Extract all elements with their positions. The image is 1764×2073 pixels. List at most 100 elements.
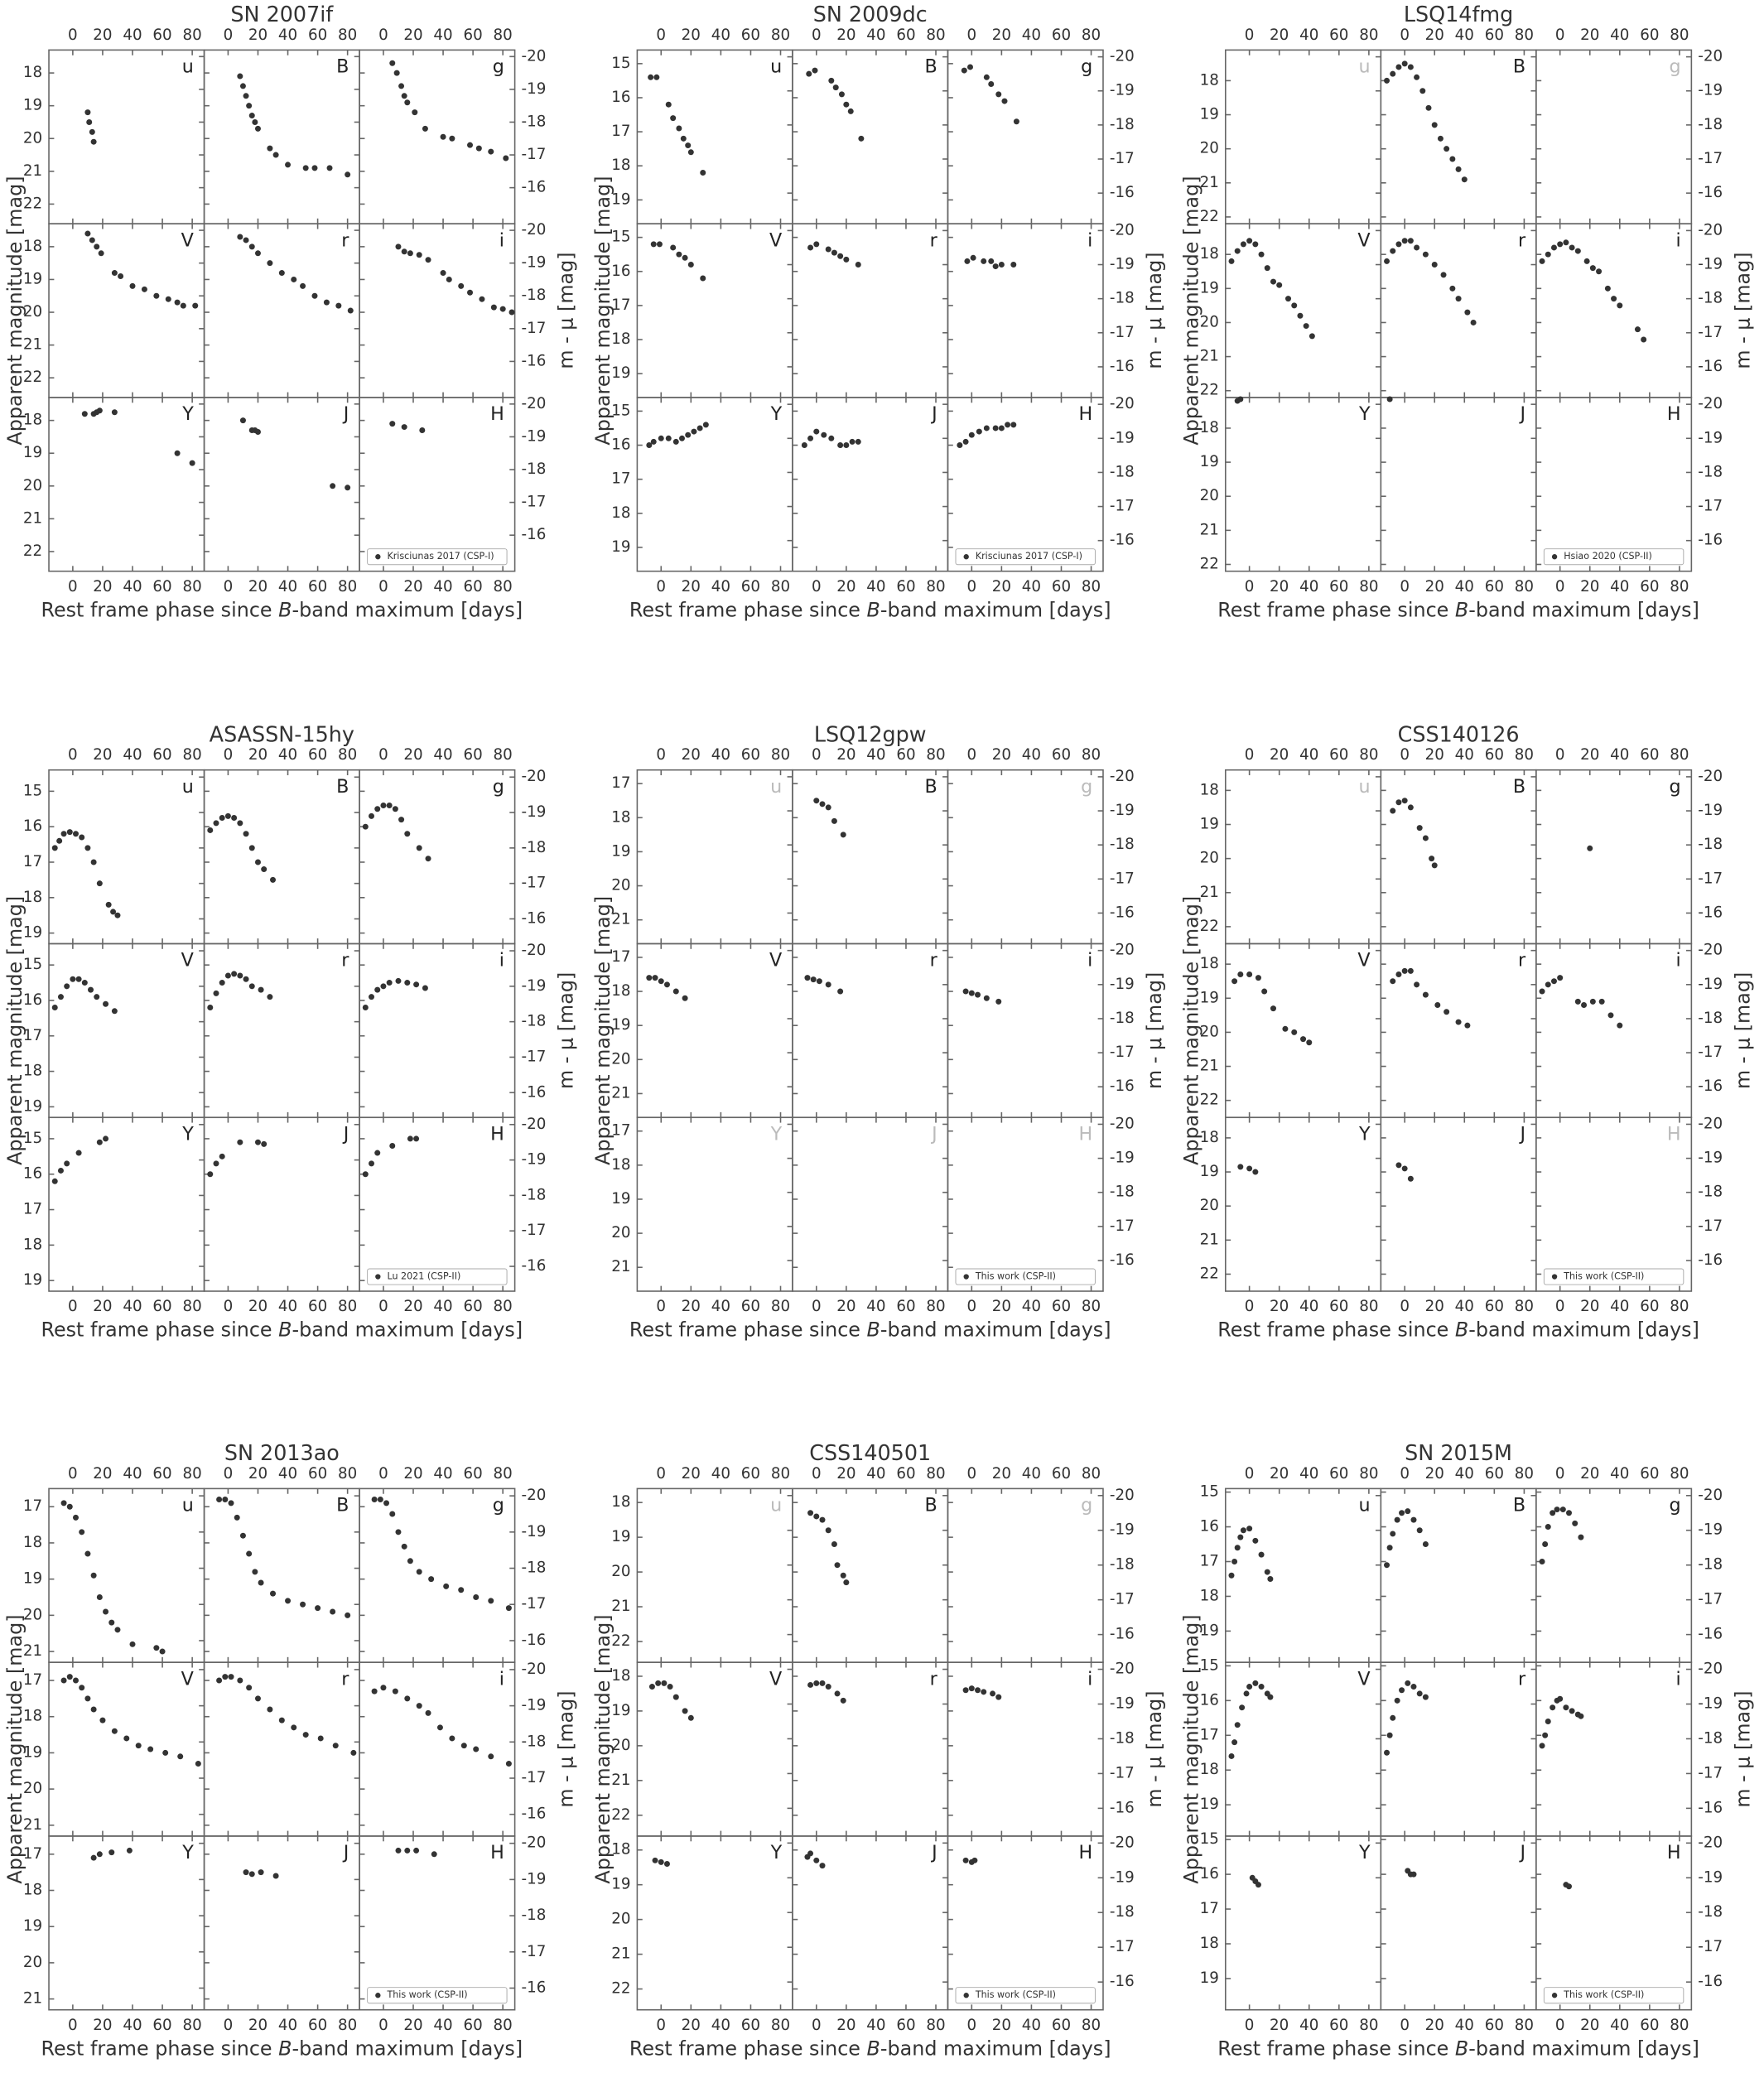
y2-tick-label: -18	[522, 460, 547, 478]
x-tick-label: 40	[1022, 27, 1041, 44]
data-point	[1470, 319, 1477, 325]
data-point	[1255, 975, 1261, 981]
x-tick-label: 60	[1640, 1465, 1659, 1482]
x-tick-label: 40	[433, 27, 452, 44]
panel-frame	[1380, 1116, 1537, 1292]
data-point	[1282, 1025, 1289, 1032]
x-tick-label: 20	[1580, 746, 1599, 764]
data-point	[126, 1847, 133, 1854]
data-point	[105, 901, 112, 908]
data-point	[1246, 238, 1253, 244]
data-point	[983, 74, 990, 80]
data-point	[1394, 1697, 1400, 1704]
y-tick-label: 21	[23, 1990, 42, 2008]
data-point	[834, 1562, 841, 1569]
data-point	[807, 435, 814, 441]
y2-tick-label: -19	[522, 427, 547, 445]
data-point	[407, 1558, 413, 1564]
x-tick-label: 60	[1485, 1465, 1504, 1482]
data-point	[1401, 60, 1408, 67]
y2-tick-label: -20	[522, 1487, 547, 1504]
x-axis-label-part: -band maximum [days]	[880, 2037, 1111, 2060]
x-tick-label: 60	[1485, 746, 1504, 764]
x-axis-label-part: B	[278, 1318, 292, 1341]
data-point	[1539, 988, 1545, 995]
x-tick-label: 0	[812, 1298, 822, 1315]
x-tick-label: 40	[1610, 578, 1629, 595]
y-tick-label: 18	[1200, 781, 1219, 798]
data-point	[103, 1000, 109, 1007]
y2-tick-label: -16	[1698, 184, 1723, 201]
data-point	[1545, 1524, 1551, 1531]
band-label: B	[336, 56, 349, 78]
y-tick-label: 20	[23, 1606, 42, 1623]
x-tick-label: 0	[1555, 1465, 1565, 1482]
data-point	[129, 1641, 136, 1647]
y2-tick-label: -16	[522, 179, 547, 196]
band-label: r	[1518, 1668, 1526, 1690]
panel-frame	[1380, 1661, 1537, 1837]
data-point	[646, 442, 653, 449]
panel-frame	[203, 1661, 360, 1837]
y2-tick-label: -20	[1698, 48, 1723, 65]
band-label: g	[493, 776, 504, 798]
x-tick-label: 40	[1610, 27, 1629, 44]
data-point	[1604, 285, 1611, 292]
panel-frame	[1224, 397, 1382, 572]
data-point	[401, 248, 407, 255]
data-point	[261, 866, 267, 873]
data-point	[825, 1684, 831, 1690]
data-point	[1261, 988, 1268, 995]
data-point	[443, 1583, 450, 1589]
data-point	[237, 1677, 243, 1684]
data-point	[1550, 1704, 1556, 1711]
data-point	[832, 84, 839, 91]
data-point	[1390, 978, 1396, 985]
band-label: Y	[1358, 1123, 1371, 1145]
data-point	[404, 1847, 411, 1854]
x-axis-label-part: -band maximum [days]	[1468, 598, 1699, 621]
data-point	[350, 1749, 357, 1756]
data-point	[51, 1005, 58, 1011]
y2-tick-label: -18	[1110, 1729, 1135, 1747]
x-tick-label: 80	[1082, 1465, 1101, 1482]
y2-tick-label: -19	[1110, 1868, 1135, 1886]
data-point	[404, 831, 411, 837]
panel-frame	[947, 223, 1104, 398]
data-point	[407, 1135, 413, 1142]
y-axis-label: Apparent magnitude [mag]	[3, 176, 27, 445]
data-point	[1264, 1569, 1270, 1575]
x-axis-label-part: B	[867, 1318, 880, 1341]
y-tick-label: 22	[611, 1980, 630, 1998]
x-tick-label: 80	[771, 578, 790, 595]
x-tick-label: 60	[1052, 1465, 1071, 1482]
x-tick-label: 60	[463, 1465, 482, 1482]
legend-label: Krisciunas 2017 (CSP-I)	[387, 551, 494, 562]
data-point	[665, 101, 672, 108]
data-point	[108, 1619, 115, 1626]
data-point	[66, 829, 73, 836]
data-point	[110, 909, 117, 915]
y-tick-label: 20	[611, 1224, 630, 1241]
data-point	[243, 237, 249, 243]
x-tick-label: 60	[896, 27, 915, 44]
data-point	[1539, 258, 1545, 264]
x-tick-label: 80	[338, 578, 357, 595]
x-tick-label: 40	[278, 1298, 297, 1315]
data-point	[658, 435, 664, 441]
data-point	[335, 302, 342, 309]
data-point	[807, 1850, 814, 1857]
data-point	[386, 980, 393, 986]
x-axis-label: Rest frame phase since B-band maximum [d…	[41, 598, 523, 621]
x-tick-label: 0	[812, 1465, 822, 1482]
y-axis-label: Apparent magnitude [mag]	[591, 176, 615, 445]
data-point	[1545, 981, 1551, 988]
band-label: V	[769, 950, 783, 971]
data-point	[404, 99, 411, 106]
data-point	[458, 1587, 465, 1593]
data-point	[404, 1695, 411, 1702]
data-point	[1414, 74, 1420, 80]
y2-tick-label: -18	[1110, 116, 1135, 133]
supernova-figure: LSQ14fmg Apparent magnitude [mag] m - μ [m…	[1180, 2, 1755, 621]
data-point	[395, 1529, 402, 1535]
